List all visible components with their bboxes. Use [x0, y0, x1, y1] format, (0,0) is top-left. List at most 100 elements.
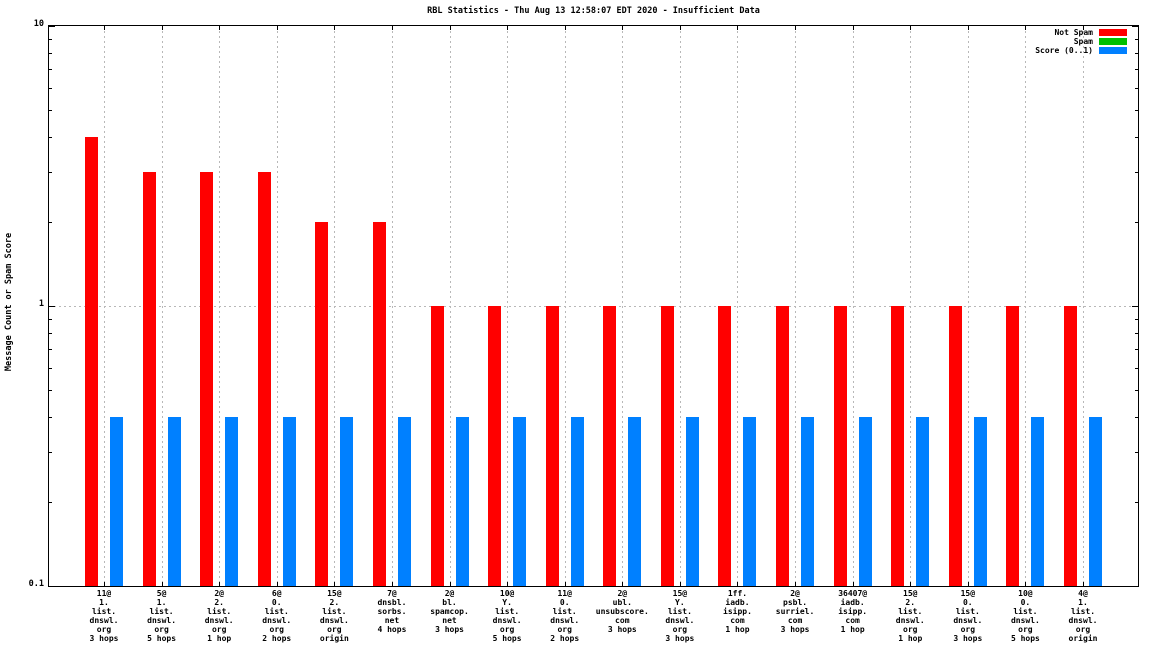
- bar-score-0-1-: [570, 417, 584, 586]
- legend-item: Spam: [1035, 37, 1127, 46]
- x-axis-label: 2@ psbl. surriel. com 3 hops: [775, 589, 815, 634]
- x-tick-top: [564, 26, 566, 30]
- y-tick-minor-left: [49, 390, 52, 391]
- x-tick-top: [276, 26, 278, 30]
- x-tick-bottom: [852, 582, 854, 586]
- x-tick-top: [507, 26, 509, 30]
- bar-not-spam: [85, 137, 98, 586]
- legend-label: Not Spam: [1054, 28, 1093, 37]
- x-axis-label: 2@ bl. spamcop. net 3 hops: [430, 589, 469, 634]
- bar-score-0-1-: [282, 417, 296, 586]
- y-tick-minor-right: [1135, 417, 1138, 418]
- x-tick-bottom: [449, 582, 451, 586]
- y-tick-label: 10: [33, 19, 44, 29]
- y-tick-minor-left: [49, 53, 52, 54]
- x-tick-top: [334, 26, 336, 30]
- y-tick-major-right: [1132, 26, 1138, 27]
- x-tick-bottom: [104, 582, 105, 586]
- legend-label: Score (0..1): [1035, 46, 1093, 55]
- x-axis-label: 15@ 0. list. dnswl. org 3 hops: [953, 589, 983, 643]
- y-tick-minor-right: [1135, 39, 1138, 40]
- bar-score-0-1-: [858, 417, 872, 586]
- x-axis-label: 15@ Y. list. dnswl. org 3 hops: [665, 589, 695, 643]
- x-axis-label: 15@ 2. list. dnswl. org 1 hop: [895, 589, 925, 643]
- x-tick-bottom: [967, 582, 969, 586]
- x-tick-top: [910, 26, 912, 30]
- bar-not-spam: [488, 306, 502, 586]
- bar-score-0-1-: [685, 417, 699, 586]
- bar-score-0-1-: [167, 417, 181, 586]
- x-axis-label: 1ff. iadb. isipp. com 1 hop: [723, 589, 752, 634]
- bar-score-0-1-: [916, 417, 930, 586]
- x-axis-label: 15@ 2. list. dnswl. org origin: [319, 589, 349, 643]
- bar-score-0-1-: [397, 417, 411, 586]
- horizontal-gridline: [49, 306, 1138, 307]
- y-tick-minor-left: [49, 502, 52, 503]
- y-tick-minor-right: [1135, 88, 1138, 89]
- y-tick-minor-right: [1135, 319, 1138, 320]
- x-axis-label: 11@ 0. list. dnswl. org 2 hops: [550, 589, 580, 643]
- y-tick-label: 0.1: [28, 579, 44, 589]
- bar-not-spam: [833, 306, 847, 586]
- x-tick-bottom: [564, 582, 566, 586]
- y-tick-minor-right: [1135, 368, 1138, 369]
- bar-not-spam: [603, 306, 617, 586]
- bar-not-spam: [718, 306, 732, 586]
- bar-score-0-1-: [1089, 417, 1102, 586]
- y-tick-minor-left: [49, 69, 52, 70]
- x-tick-bottom: [910, 582, 912, 586]
- bar-not-spam: [372, 221, 386, 586]
- y-tick-minor-left: [49, 452, 52, 453]
- bar-not-spam: [315, 221, 329, 586]
- y-tick-minor-left: [49, 368, 52, 369]
- legend-swatch: [1099, 38, 1127, 45]
- bar-not-spam: [142, 172, 156, 586]
- bar-not-spam: [948, 306, 962, 586]
- bar-not-spam: [430, 306, 444, 586]
- y-tick-minor-left: [49, 172, 52, 173]
- y-tick-major-left: [49, 306, 55, 307]
- x-tick-top: [852, 26, 854, 30]
- bar-score-0-1-: [801, 417, 815, 586]
- x-tick-top: [1083, 26, 1084, 30]
- bar-score-0-1-: [110, 417, 123, 586]
- chart-title: RBL Statistics - Thu Aug 13 12:58:07 EDT…: [427, 6, 760, 16]
- y-tick-major-right: [1132, 306, 1138, 307]
- y-tick-minor-right: [1135, 172, 1138, 173]
- legend: Not Spam Spam Score (0..1): [1035, 28, 1127, 55]
- legend-label: Spam: [1073, 37, 1093, 46]
- x-tick-bottom: [622, 582, 624, 586]
- x-axis-label: 4@ 1. list. dnswl. org origin: [1068, 589, 1098, 643]
- x-axis-label: 5@ 1. list. dnswl. org 5 hops: [147, 589, 177, 643]
- y-tick-minor-right: [1135, 502, 1138, 503]
- y-tick-minor-left: [49, 39, 52, 40]
- y-tick-major-left: [49, 586, 55, 587]
- x-tick-top: [219, 26, 221, 30]
- x-axis-label: 10@ 0. list. dnswl. org 5 hops: [1010, 589, 1040, 643]
- bar-score-0-1-: [628, 417, 642, 586]
- x-axis-label: 36407@ iadb. isipp. com 1 hop: [838, 589, 868, 634]
- x-tick-bottom: [1025, 582, 1027, 586]
- bar-not-spam: [545, 306, 559, 586]
- bar-score-0-1-: [1031, 417, 1045, 586]
- x-tick-bottom: [219, 582, 221, 586]
- y-tick-minor-right: [1135, 349, 1138, 350]
- x-tick-bottom: [795, 582, 797, 586]
- y-tick-minor-left: [49, 417, 52, 418]
- bar-score-0-1-: [455, 417, 469, 586]
- y-tick-minor-right: [1135, 452, 1138, 453]
- legend-item: Score (0..1): [1035, 46, 1127, 55]
- bar-score-0-1-: [340, 417, 354, 586]
- bar-score-0-1-: [513, 417, 527, 586]
- x-axis-label: 6@ 0. list. dnswl. org 2 hops: [262, 589, 292, 643]
- x-tick-top: [679, 26, 681, 30]
- bar-not-spam: [257, 172, 271, 586]
- x-tick-bottom: [679, 582, 681, 586]
- x-axis-label: 10@ Y. list. dnswl. org 5 hops: [492, 589, 522, 643]
- y-tick-minor-left: [49, 349, 52, 350]
- bar-score-0-1-: [225, 417, 239, 586]
- y-tick-minor-right: [1135, 53, 1138, 54]
- x-tick-top: [737, 26, 739, 30]
- bar-not-spam: [660, 306, 674, 586]
